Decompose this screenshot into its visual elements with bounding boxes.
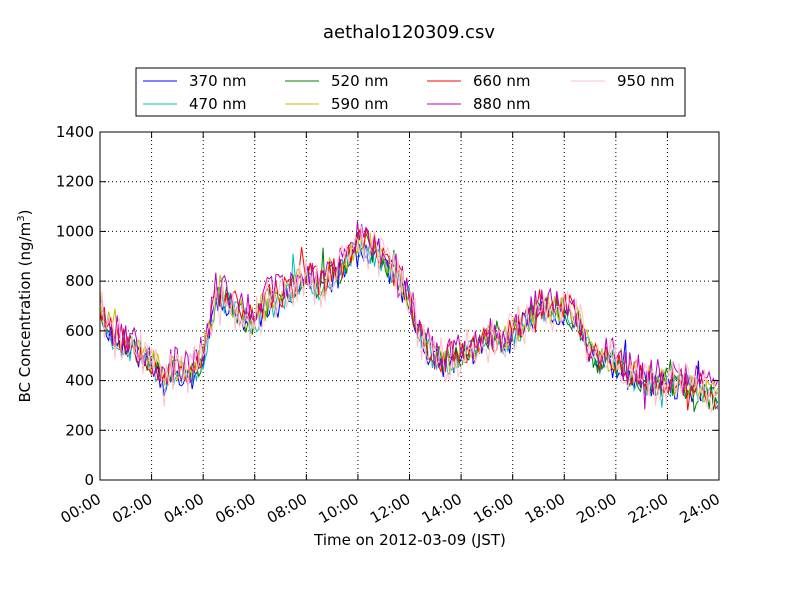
- legend-label: 520 nm: [331, 72, 389, 90]
- axis-ticks: 00:00 02:00 04:00 06:00 08:00 10:00 12:00 14:00…: [56, 123, 723, 527]
- y-axis-label-main: BC Concentration (ng/m: [16, 222, 34, 403]
- series-lines: [99, 221, 719, 413]
- x-tick-label: 24:00: [677, 490, 723, 527]
- x-tick-label: 00:00: [58, 490, 104, 527]
- x-tick-label: 16:00: [470, 490, 516, 527]
- series-line-470-nm: [99, 232, 719, 410]
- legend-label: 660 nm: [473, 72, 531, 90]
- y-axis-label: BC Concentration (ng/m3): [16, 210, 34, 403]
- x-tick-label: 06:00: [212, 490, 258, 527]
- y-tick-label: 0: [84, 471, 94, 489]
- y-tick-label: 1200: [56, 173, 94, 191]
- y-tick-label: 600: [65, 322, 94, 340]
- x-tick-label: 20:00: [573, 490, 619, 527]
- series-line-950-nm: [99, 225, 719, 413]
- x-tick-label: 10:00: [315, 490, 361, 527]
- legend-label: 590 nm: [331, 95, 389, 113]
- y-tick-label: 1400: [56, 123, 94, 141]
- x-tick-label: 18:00: [522, 490, 568, 527]
- x-tick-label: 08:00: [264, 490, 310, 527]
- legend-label: 950 nm: [617, 72, 675, 90]
- series-line-880-nm: [99, 221, 719, 410]
- y-tick-label: 200: [65, 421, 94, 439]
- y-tick-label: 400: [65, 372, 94, 390]
- x-axis-label: Time on 2012-03-09 (JST): [313, 531, 506, 549]
- legend-box: [135, 67, 686, 117]
- x-tick-label: 04:00: [161, 490, 207, 527]
- legend: 370 nm 470 nm 520 nm 590 nm 660 nm 880 nm 950 …: [135, 67, 686, 117]
- legend-label: 470 nm: [189, 95, 247, 113]
- y-axis-label-superscript: 3: [16, 215, 27, 221]
- y-tick-label: 1000: [56, 222, 94, 240]
- legend-label: 880 nm: [473, 95, 531, 113]
- x-tick-label: 22:00: [625, 490, 671, 527]
- x-tick-label: 12:00: [367, 490, 413, 527]
- legend-label: 370 nm: [189, 72, 247, 90]
- x-tick-label: 02:00: [109, 490, 155, 527]
- chart-title: aethalo120309.csv: [323, 22, 495, 43]
- y-axis-label-close: ): [16, 210, 34, 216]
- x-tick-label: 14:00: [419, 490, 465, 527]
- y-tick-label: 800: [65, 272, 94, 290]
